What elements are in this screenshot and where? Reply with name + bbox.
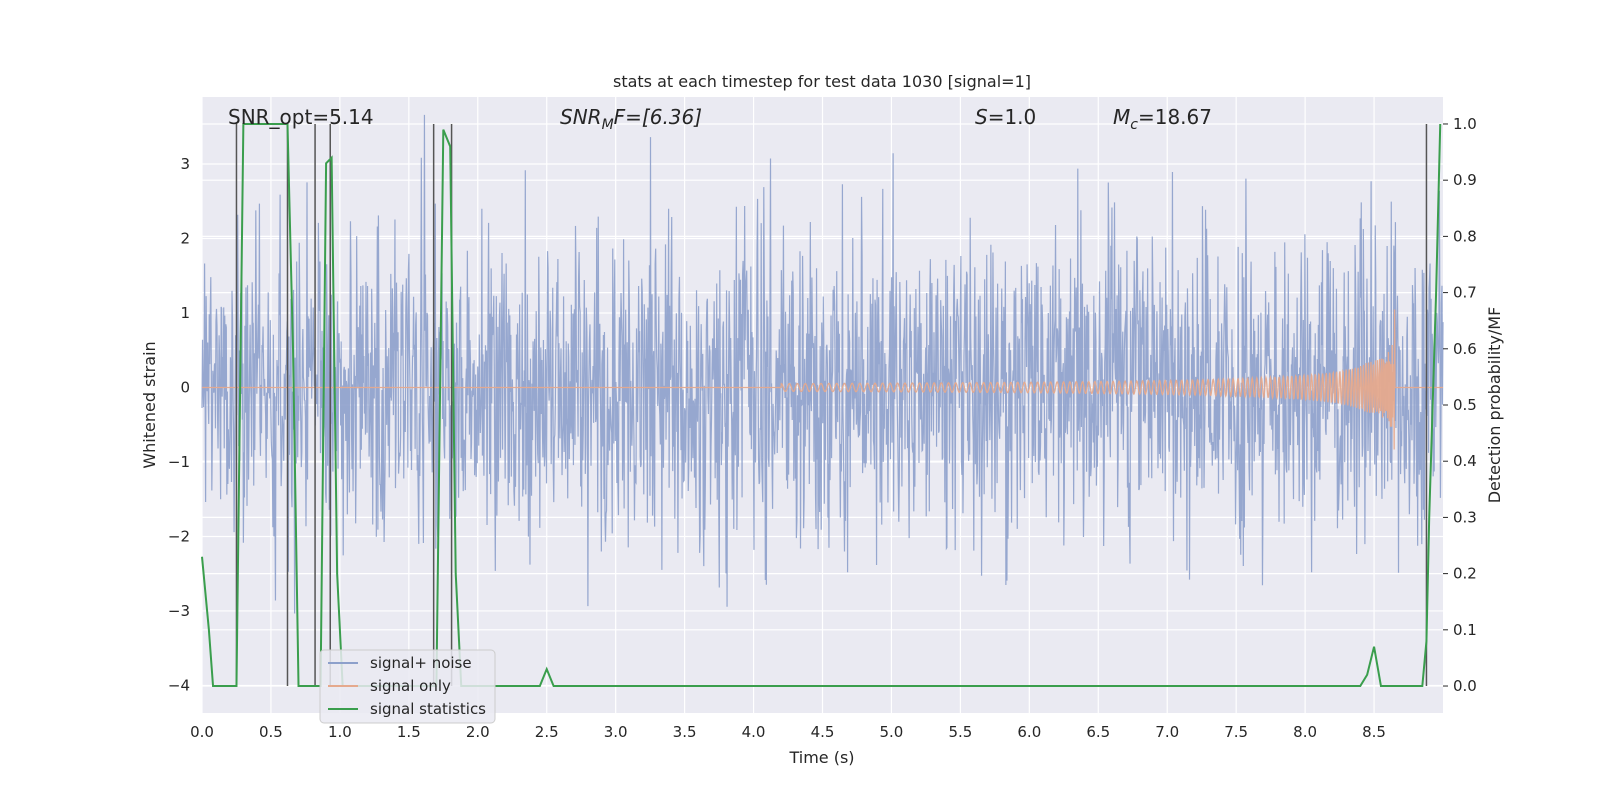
x-tick-label-0: 0.0 [190, 723, 214, 741]
left-y-tick-label-6: 2 [180, 230, 190, 248]
right-y-tick-label-8: 0.8 [1453, 227, 1477, 245]
right-y-tick-label-6: 0.6 [1453, 340, 1477, 358]
annotation-snr-opt: SNR_opt=5.14 [228, 105, 374, 129]
x-tick-label-6: 3.0 [604, 723, 628, 741]
x-tick-label-10: 5.0 [880, 723, 904, 741]
mc-value: =18.67 [1138, 105, 1212, 129]
s-variable: S [975, 105, 988, 129]
mc-subscript: c [1130, 117, 1138, 133]
right-y-tick-label-1: 0.1 [1453, 621, 1477, 639]
x-tick-label-16: 8.0 [1293, 723, 1317, 741]
right-y-tick-label-5: 0.5 [1453, 396, 1477, 414]
snr-mf-rest: F=[6.36] [614, 105, 702, 129]
right-y-tick-label-10: 1.0 [1453, 115, 1477, 133]
signal-noise-line [201, 114, 1444, 614]
right-y-tick-label-3: 0.3 [1453, 508, 1477, 526]
left-y-tick-label-3: −1 [168, 453, 190, 471]
x-tick-label-8: 4.0 [742, 723, 766, 741]
annotation-mc: Mc=18.67 [1113, 105, 1212, 133]
x-tick-label-13: 6.5 [1086, 723, 1110, 741]
x-tick-label-2: 1.0 [328, 723, 352, 741]
series-signal-noise [201, 114, 1444, 614]
left-y-tick-label-7: 3 [180, 155, 190, 173]
x-tick-label-14: 7.0 [1155, 723, 1179, 741]
series-signal-only [202, 309, 1443, 450]
chart-title: stats at each timestep for test data 103… [613, 72, 1031, 91]
x-tick-label-1: 0.5 [259, 723, 283, 741]
x-tick-label-17: 8.5 [1362, 723, 1386, 741]
x-tick-label-15: 7.5 [1224, 723, 1248, 741]
right-y-axis-label: Detection probability/MF [1485, 307, 1504, 504]
left-y-tick-label-1: −3 [168, 602, 190, 620]
left-y-tick-label-0: −4 [168, 676, 190, 694]
x-tick-label-11: 5.5 [948, 723, 972, 741]
x-tick-label-12: 6.0 [1017, 723, 1041, 741]
left-y-tick-label-2: −2 [168, 527, 190, 545]
right-y-tick-label-0: 0.0 [1453, 677, 1477, 695]
x-tick-label-5: 2.5 [535, 723, 559, 741]
legend-label-signal-only: signal only [370, 677, 451, 695]
x-tick-label-3: 1.5 [397, 723, 421, 741]
right-y-tick-label-7: 0.7 [1453, 284, 1477, 302]
x-tick-label-7: 3.5 [673, 723, 697, 741]
right-y-tick-label-2: 0.2 [1453, 565, 1477, 583]
signal-only-line [202, 309, 1443, 450]
left-y-axis-ticks: −4 −3 −2 −1 0 1 2 3 [168, 155, 190, 694]
legend-label-signal-statistics: signal statistics [370, 700, 486, 718]
series-signal-statistics [201, 122, 1442, 688]
left-y-axis-label: Whitened strain [140, 341, 159, 468]
legend-box [319, 649, 496, 724]
annotation-snr-mf: SNRMF=[6.36] [560, 105, 702, 133]
left-y-tick-label-5: 1 [180, 304, 190, 322]
right-y-axis-ticks: 0.0 0.1 0.2 0.3 0.4 0.5 0.6 0.7 0.8 0.9 1.0 [1443, 115, 1477, 695]
right-y-tick-label-4: 0.4 [1453, 452, 1477, 470]
legend-label-signal-noise: signal+ noise [370, 654, 472, 672]
x-tick-label-4: 2.0 [466, 723, 490, 741]
x-axis-ticks: 0.0 0.5 1.0 1.5 2.0 2.5 3.0 3.5 4.0 4.5 5.0 5.5 6.0 6… [190, 723, 1386, 741]
right-y-tick-label-9: 0.9 [1453, 171, 1477, 189]
signal-statistics-line [201, 122, 1442, 688]
x-axis-label: Time (s) [788, 748, 854, 767]
legend: signal+ noise signal only signal statist… [319, 649, 496, 724]
plot-area [201, 97, 1444, 713]
annotation-s: S=1.0 [975, 105, 1036, 129]
s-value: =1.0 [988, 105, 1037, 129]
snr-mf-subscript: M [602, 117, 614, 133]
x-tick-label-9: 4.5 [811, 723, 835, 741]
mc-base: M [1113, 105, 1130, 129]
snr-mf-base: SNR [560, 105, 602, 129]
left-y-tick-label-4: 0 [180, 378, 190, 396]
